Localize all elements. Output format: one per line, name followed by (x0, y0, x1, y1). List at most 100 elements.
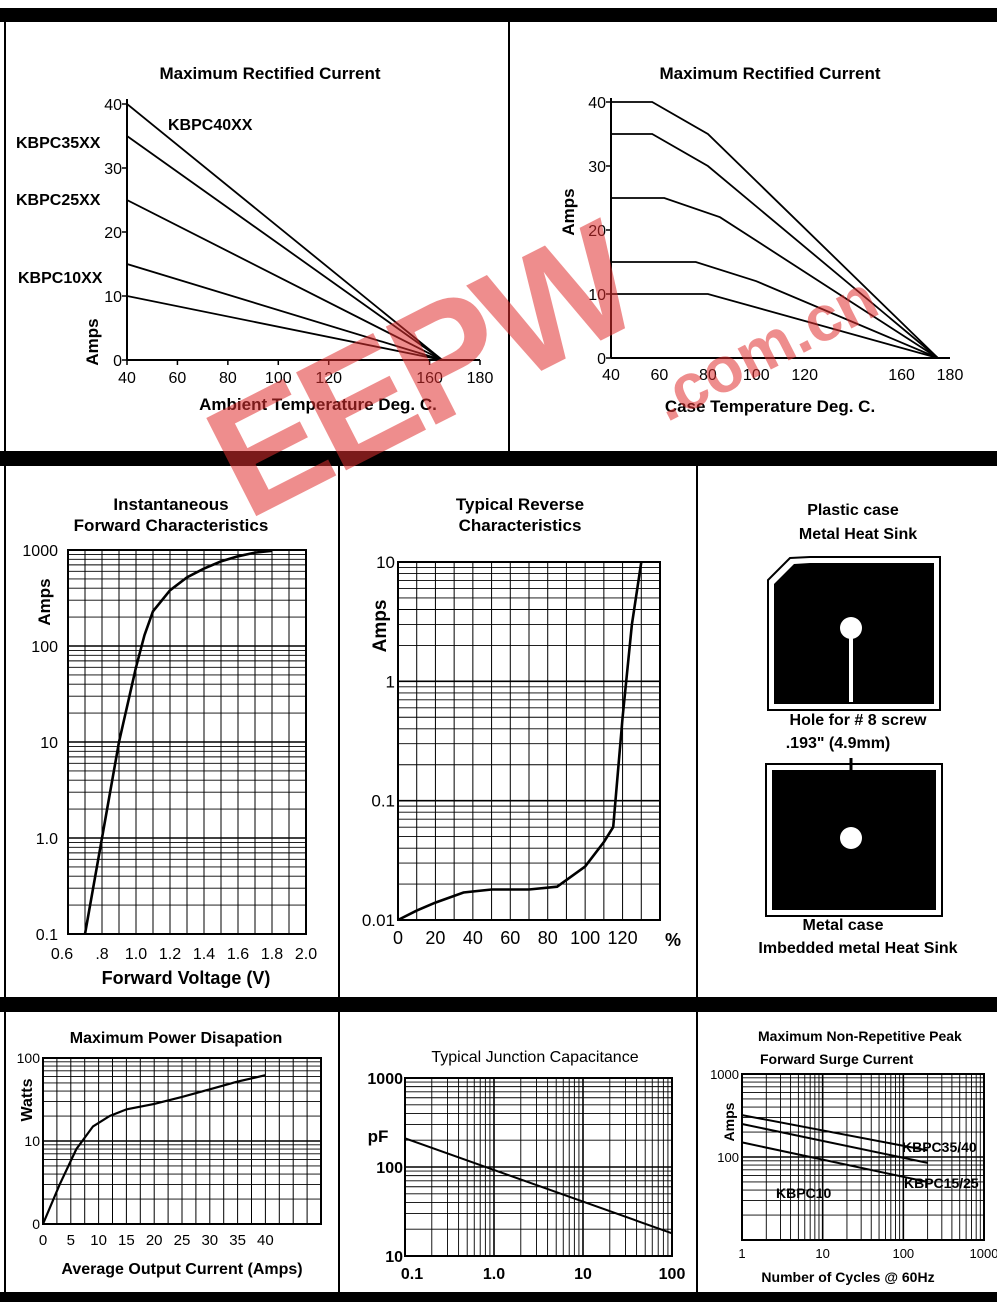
metal-case-title: Metal case (802, 917, 884, 934)
chart-title: Maximum Rectified Current (659, 64, 881, 83)
chart-case-current: Maximum Rectified Current 0 10 20 30 40 40 60 8… (510, 22, 997, 452)
tick-label: 60 (651, 367, 669, 384)
plastic-case-title: Plastic case (807, 502, 899, 519)
tick-label: pF (368, 1127, 389, 1146)
tick-label: % (665, 930, 681, 950)
tick-label: 100 (265, 370, 292, 387)
chart-title: Maximum Power Disapation (69, 1030, 283, 1047)
series-line-0 (741, 1114, 928, 1152)
tick-label: 0.1 (401, 1266, 423, 1283)
tick-label: 20 (425, 928, 445, 948)
tick-label: 100 (717, 1150, 739, 1165)
tick-label: 1000 (970, 1246, 997, 1261)
tick-label: 60 (500, 928, 520, 948)
metal-heat-sink-title: Metal Heat Sink (798, 526, 918, 543)
axis-label: Case Temperature Deg. C. (665, 397, 875, 416)
axis-label: Amps (721, 1102, 737, 1141)
tick-label: 40 (463, 928, 483, 948)
divider-mid-2 (696, 466, 698, 998)
tick-label: 0.1 (371, 792, 395, 811)
series-label: KBPC10 (776, 1185, 831, 1201)
tick-label: 40 (257, 1232, 274, 1249)
tick-label: 1.0 (483, 1266, 505, 1283)
tick-label: 0 (32, 1216, 40, 1232)
series-line-4 (126, 295, 443, 361)
tick-label: 100 (376, 1160, 403, 1177)
tick-label: 0 (39, 1232, 47, 1249)
tick-label: 30 (201, 1232, 218, 1249)
series-label: KBPC35XX (16, 135, 101, 152)
tick-label: 2.0 (295, 946, 317, 963)
divider-top (508, 22, 510, 452)
plot-frame (741, 1073, 985, 1241)
tick-label: 20 (104, 225, 122, 242)
top-border (0, 8, 997, 22)
series-line-1 (126, 135, 443, 361)
series-label: KBPC15/25 (904, 1175, 979, 1191)
series-line-0 (83, 549, 273, 935)
tick-label: 10 (104, 289, 122, 306)
plastic-case-icon (765, 556, 943, 917)
tick-label: .8 (95, 946, 108, 963)
chart-junction-capacitance: Typical Junction Capacitance 10 100 1000 0.… (340, 1012, 696, 1293)
tick-label: 1.2 (159, 946, 181, 963)
chart-title-line-1: Typical Reverse (455, 495, 585, 514)
series-line-1 (741, 1123, 928, 1164)
tick-label: 40 (104, 97, 122, 114)
package-drawing: Plastic case Metal Heat Sink Hole for # … (698, 466, 997, 998)
chart-title-line-2: Forward Characteristics (73, 516, 269, 535)
tick-label: 180 (937, 367, 964, 384)
chart-power-dissipation: Maximum Power Disapation 0 10 100 0 5 10 15 20 2… (6, 1012, 338, 1293)
series-line-3 (611, 261, 939, 359)
tick-label: 120 (608, 928, 638, 948)
divider-bot-2 (696, 1012, 698, 1293)
series-label: KBPC25XX (16, 192, 101, 209)
imbedded-heat-sink-title: Imbedded metal Heat Sink (758, 940, 958, 957)
chart-plot: 10 100 1000 0.1 1.0 10 100 pF (367, 1071, 685, 1283)
chart-surge-current: Maximum Non-Repetitive Peak Forward Surg… (698, 1012, 997, 1293)
tick-label: 120 (791, 367, 818, 384)
series-line-0 (41, 1074, 266, 1225)
series-label: KBPC10XX (18, 270, 103, 287)
tick-label: 1.6 (227, 946, 249, 963)
tick-label: 10 (815, 1246, 829, 1261)
tick-label: 1.8 (261, 946, 283, 963)
tick-label: 1000 (367, 1071, 403, 1088)
chart-plot: 0 10 100 0 5 10 15 20 25 30 35 40 Average Output Cur… (17, 1050, 322, 1278)
tick-label: 1000 (710, 1067, 739, 1082)
tick-label: 30 (104, 161, 122, 178)
tick-label: 10 (385, 1249, 403, 1266)
left-border (4, 8, 6, 1302)
row-divider-2 (0, 997, 997, 1012)
series-line-0 (126, 103, 443, 361)
plot-frame (42, 1057, 322, 1225)
axis-label: Amps (83, 318, 102, 365)
tick-label: 100 (570, 928, 600, 948)
chart-ambient-current: Maximum Rectified Current 0 10 20 30 40 40 60 8… (0, 22, 508, 452)
tick-label: 60 (169, 370, 187, 387)
tick-label: 10 (588, 287, 606, 304)
chart-forward-characteristics: Instantaneous Forward Characteristics 0.… (6, 466, 338, 998)
series-label: KBPC40XX (168, 117, 253, 134)
tick-label: 20 (588, 223, 606, 240)
tick-label: 100 (17, 1050, 41, 1066)
tick-label: 100 (31, 639, 58, 656)
tick-label: 10 (574, 1266, 592, 1283)
axis-label: Amps (370, 600, 391, 653)
tick-label: 0.6 (51, 946, 73, 963)
tick-label: 5 (67, 1232, 75, 1249)
tick-label: 10 (24, 1133, 40, 1149)
tick-label: 0.1 (36, 927, 58, 944)
chart-plot: 0 10 20 30 40 40 60 80 100 120 160 180 Case Temperat… (559, 95, 964, 416)
axis-label: Watts (19, 1078, 36, 1121)
tick-label: 35 (229, 1232, 246, 1249)
series-line-0 (404, 1137, 673, 1235)
chart-title-line-1: Maximum Non-Repetitive Peak (758, 1028, 962, 1044)
chart-plot: 100 1000 1 10 100 1000 KBPC35/40 KBPC15/25 KBPC1… (710, 1067, 997, 1285)
chart-title-line-2: Forward Surge Current (760, 1051, 914, 1067)
tick-label: 80 (538, 928, 558, 948)
series-line-0 (611, 101, 939, 359)
bottom-border (0, 1292, 997, 1302)
axis-label: Forward Voltage (V) (102, 968, 271, 988)
